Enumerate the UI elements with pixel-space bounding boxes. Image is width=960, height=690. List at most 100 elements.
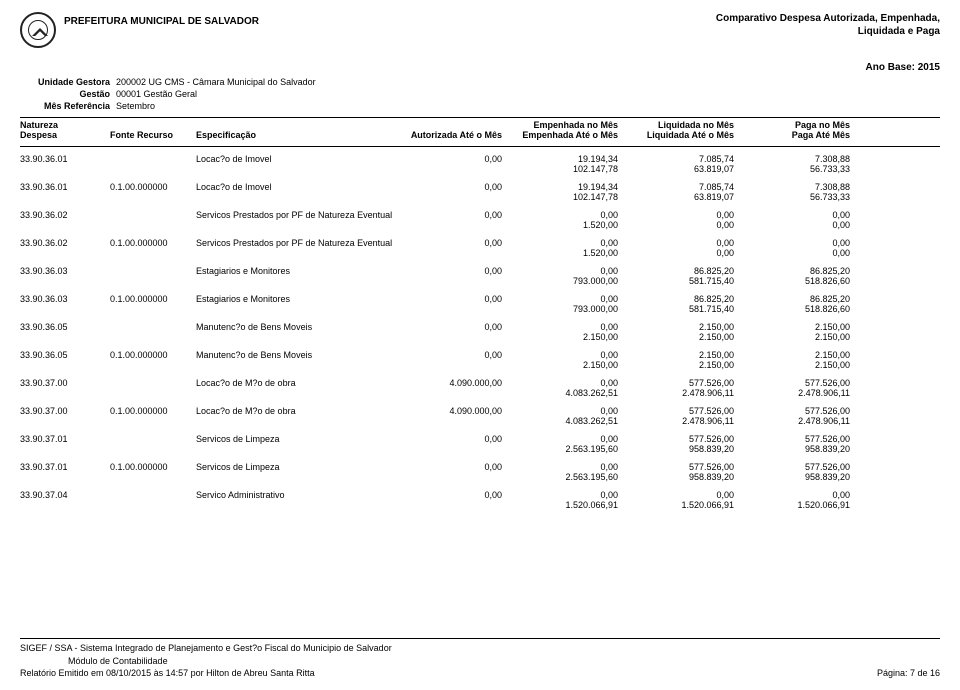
- divider-header: [20, 146, 940, 147]
- meta-value-unidade: 200002 UG CMS - Câmara Municipal do Salv…: [116, 77, 316, 87]
- cell-liq: 577.526,00958.839,20: [624, 434, 734, 454]
- cell-liq: 577.526,00958.839,20: [624, 462, 734, 482]
- cell-aut: 0,00: [402, 154, 502, 174]
- cell-fonte: [110, 322, 190, 342]
- cell-fonte: 0.1.00.000000: [110, 182, 190, 202]
- cell-desc: Servicos Prestados por PF de Natureza Ev…: [196, 238, 396, 258]
- cell-cod: 33.90.36.01: [20, 182, 104, 202]
- cell-desc: Servicos de Limpeza: [196, 434, 396, 454]
- cell-cod: 33.90.37.04: [20, 490, 104, 510]
- cell-fonte: 0.1.00.000000: [110, 238, 190, 258]
- cell-emp: 19.194,34102.147,78: [508, 182, 618, 202]
- cell-fonte: 0.1.00.000000: [110, 462, 190, 482]
- cell-emp: 0,004.083.262,51: [508, 406, 618, 426]
- footer-line3-left: Relatório Emitido em 08/10/2015 às 14:57…: [20, 667, 315, 680]
- col-liq-ate: Liquidada Até o Mês: [624, 130, 734, 140]
- col-emp-mes: Empenhada no Mês: [508, 120, 618, 130]
- cell-cod: 33.90.36.01: [20, 154, 104, 174]
- table-row: 33.90.37.000.1.00.000000Locac?o de M?o d…: [20, 402, 940, 430]
- cell-desc: Locac?o de M?o de obra: [196, 406, 396, 426]
- report-title: Comparativo Despesa Autorizada, Empenhad…: [716, 12, 940, 48]
- cell-cod: 33.90.37.00: [20, 378, 104, 398]
- cell-desc: Estagiarios e Monitores: [196, 294, 396, 314]
- cell-pag: 2.150,002.150,00: [740, 350, 850, 370]
- meta-block: Ano Base: 2015 Unidade Gestora 200002 UG…: [20, 62, 940, 111]
- table-row: 33.90.36.02Servicos Prestados por PF de …: [20, 206, 940, 234]
- table-row: 33.90.37.04Servico Administrativo0,000,0…: [20, 486, 940, 514]
- cell-fonte: 0.1.00.000000: [110, 294, 190, 314]
- cell-desc: Manutenc?o de Bens Moveis: [196, 322, 396, 342]
- cell-cod: 33.90.36.02: [20, 238, 104, 258]
- cell-aut: 0,00: [402, 266, 502, 286]
- table-row: 33.90.37.00 Locac?o de M?o de obra 4.090.0…: [20, 374, 940, 402]
- cell-aut: 0,00: [402, 294, 502, 314]
- cell-cod: 33.90.36.05: [20, 350, 104, 370]
- cell-fonte: [110, 378, 190, 398]
- cell-desc: Locac?o de M?o de obra: [196, 378, 396, 398]
- cell-liq: 7.085,7463.819,07: [624, 154, 734, 174]
- table-row: 33.90.36.050.1.00.000000Manutenc?o de Be…: [20, 346, 940, 374]
- cell-liq: 577.526,002.478.906,11: [624, 406, 734, 426]
- cell-desc: Servicos Prestados por PF de Natureza Ev…: [196, 210, 396, 230]
- cell-liq: 7.085,7463.819,07: [624, 182, 734, 202]
- col-paga-ate: Paga Até Mês: [740, 130, 850, 140]
- cell-liq: 0,000,00: [624, 238, 734, 258]
- cell-pag: 577.526,00958.839,20: [740, 462, 850, 482]
- cell-aut: 0,00: [402, 462, 502, 482]
- cell-pag: 577.526,002.478.906,11: [740, 406, 850, 426]
- cell-emp: 0,001.520,00: [508, 210, 618, 230]
- meta-label-gestao: Gestão: [20, 89, 116, 99]
- cell-fonte: [110, 266, 190, 286]
- meta-value-mesref: Setembro: [116, 101, 155, 111]
- cell-emp: 0,004.083.262,51: [508, 378, 618, 398]
- table-header-row2: Despesa Fonte Recurso Especificação Auto…: [20, 130, 940, 140]
- footer-line2: Módulo de Contabilidade: [20, 655, 940, 668]
- cell-cod: 33.90.37.01: [20, 434, 104, 454]
- footer-line3-right: Página: 7 de 16: [877, 667, 940, 680]
- col-emp-ate: Empenhada Até o Mês: [508, 130, 618, 140]
- cell-pag: 577.526,002.478.906,11: [740, 378, 850, 398]
- report-title-line1: Comparativo Despesa Autorizada, Empenhad…: [716, 13, 940, 24]
- col-natureza: Natureza: [20, 120, 104, 130]
- cell-liq: 86.825,20581.715,40: [624, 294, 734, 314]
- cell-aut: 0,00: [402, 490, 502, 510]
- cell-pag: 0,001.520.066,91: [740, 490, 850, 510]
- cell-emp: 0,001.520.066,91: [508, 490, 618, 510]
- table-header-row1: Natureza Empenhada no Mês Liquidada no M…: [20, 120, 940, 130]
- table-row: 33.90.36.01 0.1.00.000000 Locac?o de Imove…: [20, 178, 940, 206]
- col-fonte-recurso: Fonte Recurso: [110, 130, 190, 140]
- cell-liq: 86.825,20581.715,40: [624, 266, 734, 286]
- cell-liq: 2.150,002.150,00: [624, 350, 734, 370]
- cell-emp: 0,002.150,00: [508, 350, 618, 370]
- cell-cod: 33.90.36.03: [20, 266, 104, 286]
- col-despesa: Despesa: [20, 130, 104, 140]
- org-name: PREFEITURA MUNICIPAL DE SALVADOR: [64, 12, 259, 27]
- cell-fonte: [110, 154, 190, 174]
- cell-emp: 0,001.520,00: [508, 238, 618, 258]
- cell-desc: Locac?o de Imovel: [196, 182, 396, 202]
- table-row: 33.90.37.01 0.1.00.000000 Servicos de Limp…: [20, 458, 940, 486]
- cell-aut: 4.090.000,00: [402, 378, 502, 398]
- seal-icon: [20, 12, 56, 48]
- cell-pag: 86.825,20518.826,60: [740, 294, 850, 314]
- cell-desc: Servicos de Limpeza: [196, 462, 396, 482]
- table-row: 33.90.37.01Servicos de Limpeza0,000,002.…: [20, 430, 940, 458]
- cell-emp: 0,00793.000,00: [508, 294, 618, 314]
- cell-fonte: [110, 210, 190, 230]
- cell-cod: 33.90.37.01: [20, 462, 104, 482]
- cell-emp: 0,00793.000,00: [508, 266, 618, 286]
- cell-cod: 33.90.36.03: [20, 294, 104, 314]
- cell-desc: Manutenc?o de Bens Moveis: [196, 350, 396, 370]
- meta-label-unidade: Unidade Gestora: [20, 77, 116, 87]
- cell-liq: 0,000,00: [624, 210, 734, 230]
- cell-cod: 33.90.37.00: [20, 406, 104, 426]
- cell-aut: 0,00: [402, 238, 502, 258]
- cell-emp: 0,002.563.195,60: [508, 434, 618, 454]
- table-row: 33.90.36.05Manutenc?o de Bens Moveis0,00…: [20, 318, 940, 346]
- footer: SIGEF / SSA - Sistema Integrado de Plane…: [20, 638, 940, 680]
- cell-pag: 0,000,00: [740, 210, 850, 230]
- cell-aut: 0,00: [402, 182, 502, 202]
- cell-fonte: [110, 490, 190, 510]
- divider-top: [20, 117, 940, 118]
- col-liq-mes: Liquidada no Mês: [624, 120, 734, 130]
